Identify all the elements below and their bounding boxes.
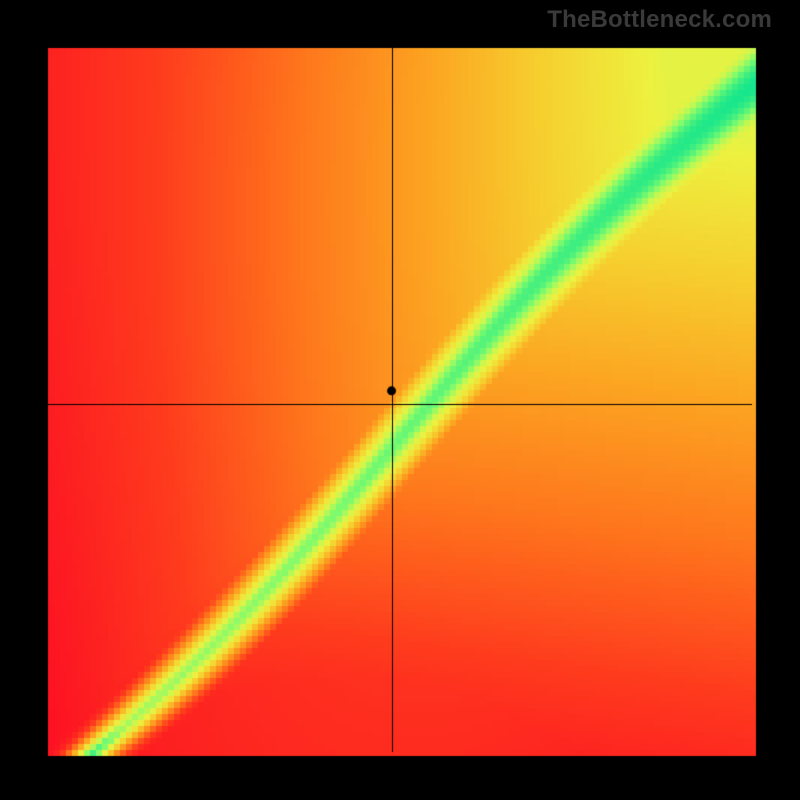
bottleneck-heatmap [0, 0, 800, 800]
watermark-text: TheBottleneck.com [547, 6, 772, 34]
